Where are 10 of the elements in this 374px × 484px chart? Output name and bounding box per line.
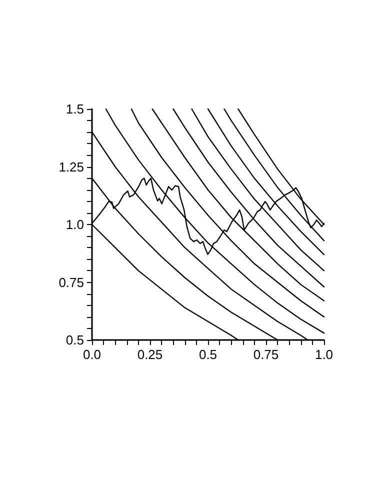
x-tick-label: 0.75 <box>253 347 279 362</box>
y-tick-label: 0.75 <box>58 274 84 290</box>
y-tick-label: 1.0 <box>66 217 84 232</box>
x-tick-label: 0.25 <box>137 347 163 362</box>
x-tick-label: 1.0 <box>314 347 334 362</box>
y-tick-label: 1.5 <box>66 102 84 116</box>
y-tick-label: 1.25 <box>58 159 84 174</box>
x-tick-label: 0.5 <box>198 347 218 362</box>
y-tick-label: 0.5 <box>66 332 84 348</box>
x-tick-label: 0.0 <box>82 347 102 362</box>
